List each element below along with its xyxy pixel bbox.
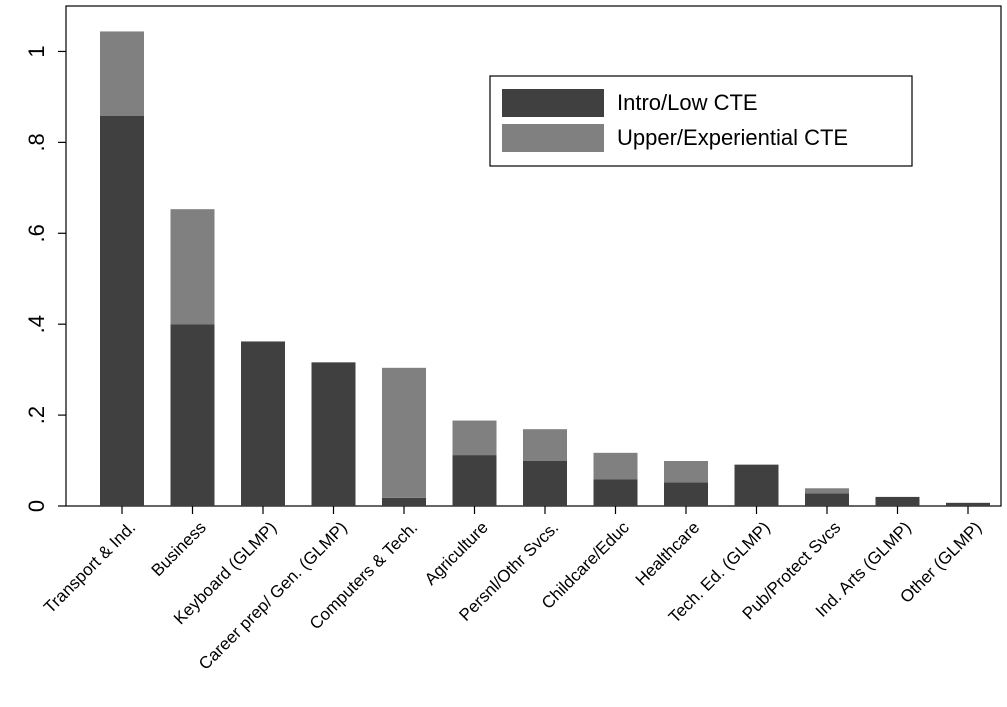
bar-segment-intro-low-1 [170, 324, 215, 506]
bar-segment-upper-experiential-8 [664, 461, 708, 483]
bar-segment-intro-low-4 [382, 497, 426, 506]
legend-label-intro-low: Intro/Low CTE [617, 90, 758, 115]
bar-segment-upper-experiential-0 [100, 31, 144, 117]
bar-segment-intro-low-2 [241, 341, 285, 506]
legend-swatch-upper-experiential [502, 124, 604, 152]
bar-segment-intro-low-5 [452, 455, 497, 506]
bar-segment-intro-low-12 [946, 502, 990, 506]
x-tick-label: Career prep/ Gen. (GLMP) [195, 518, 351, 674]
bar-segment-upper-experiential-4 [382, 367, 426, 498]
y-tick-label: .4 [24, 315, 49, 333]
bar-segment-upper-experiential-7 [593, 452, 638, 480]
bar-segment-upper-experiential-1 [170, 209, 215, 325]
bar-segment-intro-low-11 [875, 496, 920, 506]
bar-segment-upper-experiential-6 [523, 429, 567, 461]
bar-segment-intro-low-9 [734, 464, 779, 506]
legend: Intro/Low CTE Upper/Experiential CTE [489, 75, 913, 167]
x-tick-label: Agriculture [421, 518, 492, 589]
bar-segment-intro-low-8 [664, 482, 708, 506]
x-tick-label: Healthcare [632, 518, 704, 590]
bar-segment-intro-low-3 [311, 362, 356, 506]
y-tick-label: .8 [24, 133, 49, 151]
y-axis: 0 .2 .4 .6 .8 1 [24, 45, 66, 512]
bar-segment-intro-low-6 [523, 461, 567, 506]
x-tick-label: Business [148, 518, 210, 580]
y-tick-label: 0 [24, 500, 49, 512]
bar-segment-intro-low-7 [593, 479, 638, 506]
bar-segment-intro-low-10 [805, 493, 849, 506]
bars-layer [100, 31, 990, 506]
y-tick-label: .6 [24, 224, 49, 242]
bar-segment-upper-experiential-10 [805, 488, 849, 494]
x-tick-label: Transport & Ind. [40, 518, 139, 617]
bar-segment-upper-experiential-5 [452, 420, 497, 456]
y-tick-label: .2 [24, 406, 49, 424]
y-tick-label: 1 [24, 45, 49, 57]
bar-segment-intro-low-0 [100, 116, 144, 506]
legend-label-upper-experiential: Upper/Experiential CTE [617, 125, 848, 150]
legend-swatch-intro-low [502, 89, 604, 117]
